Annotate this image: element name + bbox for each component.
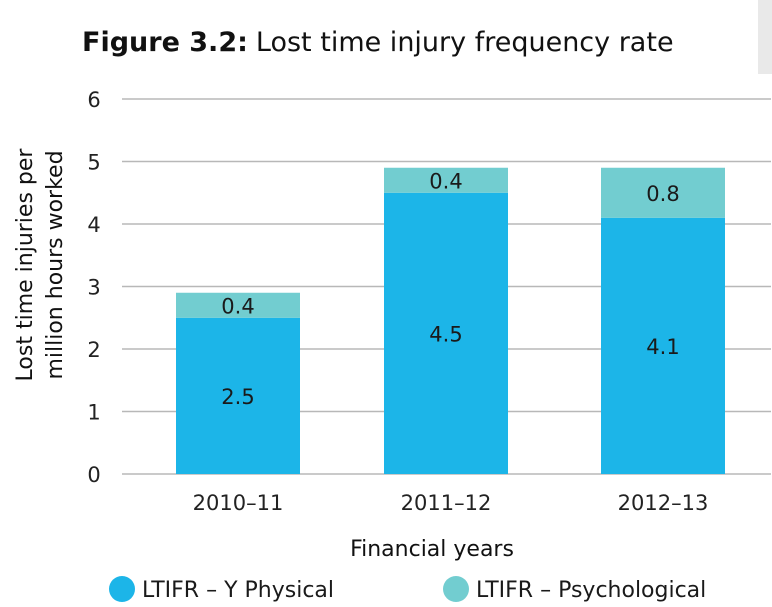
y-tick-label: 3 bbox=[87, 276, 100, 300]
y-tick-label: 5 bbox=[87, 151, 100, 175]
bar-psychological-2012–13 bbox=[601, 167, 725, 218]
legend-label: LTIFR – Y Physical bbox=[142, 578, 334, 603]
legend-swatch bbox=[109, 576, 135, 602]
data-label: 2.5 bbox=[221, 385, 254, 409]
bar-physical-2012–13 bbox=[601, 217, 725, 474]
bar-physical-2011–12 bbox=[384, 192, 508, 474]
data-label: 0.4 bbox=[221, 294, 254, 318]
y-axis-ticks: 0 1 2 3 4 5 6 bbox=[87, 88, 100, 487]
legend: LTIFR – Y Physical LTIFR – Psychological bbox=[109, 576, 706, 603]
chart-title-text: Lost time injury frequency rate bbox=[256, 27, 674, 58]
bars: 2.5 0.4 4.5 0.4 4.1 0.8 bbox=[176, 167, 725, 474]
chart-title: Figure 3.2: Lost time injury frequency ra… bbox=[82, 27, 674, 58]
y-axis-label-line2: million hours worked bbox=[43, 150, 68, 379]
y-tick-label: 1 bbox=[87, 401, 100, 425]
x-tick-label: 2010–11 bbox=[193, 491, 284, 515]
y-axis-label-line1: Lost time injuries per bbox=[13, 148, 38, 382]
data-label: 0.4 bbox=[429, 169, 462, 193]
x-axis-ticks: 2010–11 2011–12 2012–13 bbox=[193, 491, 709, 515]
x-axis-label: Financial years bbox=[350, 537, 514, 562]
bar-physical-2010–11 bbox=[176, 317, 300, 474]
bar-psychological-2010–11 bbox=[176, 292, 300, 318]
legend-label: LTIFR – Psychological bbox=[476, 578, 706, 603]
data-label: 0.8 bbox=[646, 182, 679, 206]
legend-swatch bbox=[443, 576, 469, 602]
data-label: 4.1 bbox=[646, 335, 679, 359]
x-tick-label: 2011–12 bbox=[401, 491, 492, 515]
y-tick-label: 0 bbox=[87, 463, 100, 487]
bar-psychological-2011–12 bbox=[384, 167, 508, 193]
y-tick-label: 2 bbox=[87, 338, 100, 362]
x-tick-label: 2012–13 bbox=[618, 491, 709, 515]
data-label: 4.5 bbox=[429, 322, 462, 346]
y-tick-label: 6 bbox=[87, 88, 100, 112]
chart-title-prefix: Figure 3.2: bbox=[82, 27, 248, 58]
title-strip bbox=[758, 0, 772, 74]
y-tick-label: 4 bbox=[87, 213, 100, 237]
